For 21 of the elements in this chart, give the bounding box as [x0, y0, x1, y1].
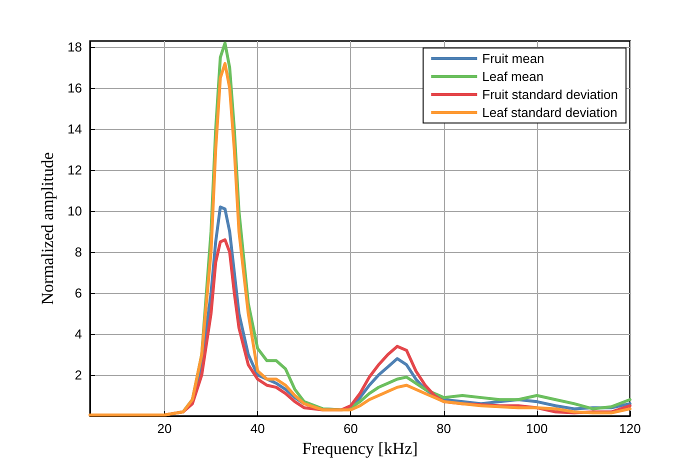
legend-label: Fruit standard deviation [482, 87, 618, 102]
y-tick-label: 10 [68, 204, 82, 219]
legend-label: Leaf mean [482, 69, 544, 84]
y-tick-label: 4 [74, 326, 82, 342]
y-tick-label: 12 [68, 162, 82, 178]
x-tick-label: 20 [157, 421, 172, 436]
x-tick-label: 40 [250, 421, 265, 436]
y-tick-label: 6 [74, 286, 82, 301]
y-tick-label: 14 [68, 122, 82, 137]
x-tick-label: 120 [619, 421, 641, 436]
x-tick-label: 80 [436, 421, 452, 436]
x-tick-label: 60 [343, 421, 358, 436]
y-axis-title: Normalized amplitude [38, 152, 57, 305]
y-tick-label: 8 [74, 244, 82, 260]
y-tick-label: 16 [68, 80, 82, 96]
legend-label: Leaf standard deviation [482, 105, 618, 120]
y-tick-label: 18 [68, 40, 82, 55]
y-tick-label: 2 [74, 368, 82, 383]
legend-label: Fruit mean [482, 51, 544, 66]
x-axis-title: Frequency [kHz] [302, 439, 418, 458]
x-tick-label: 100 [526, 421, 548, 436]
